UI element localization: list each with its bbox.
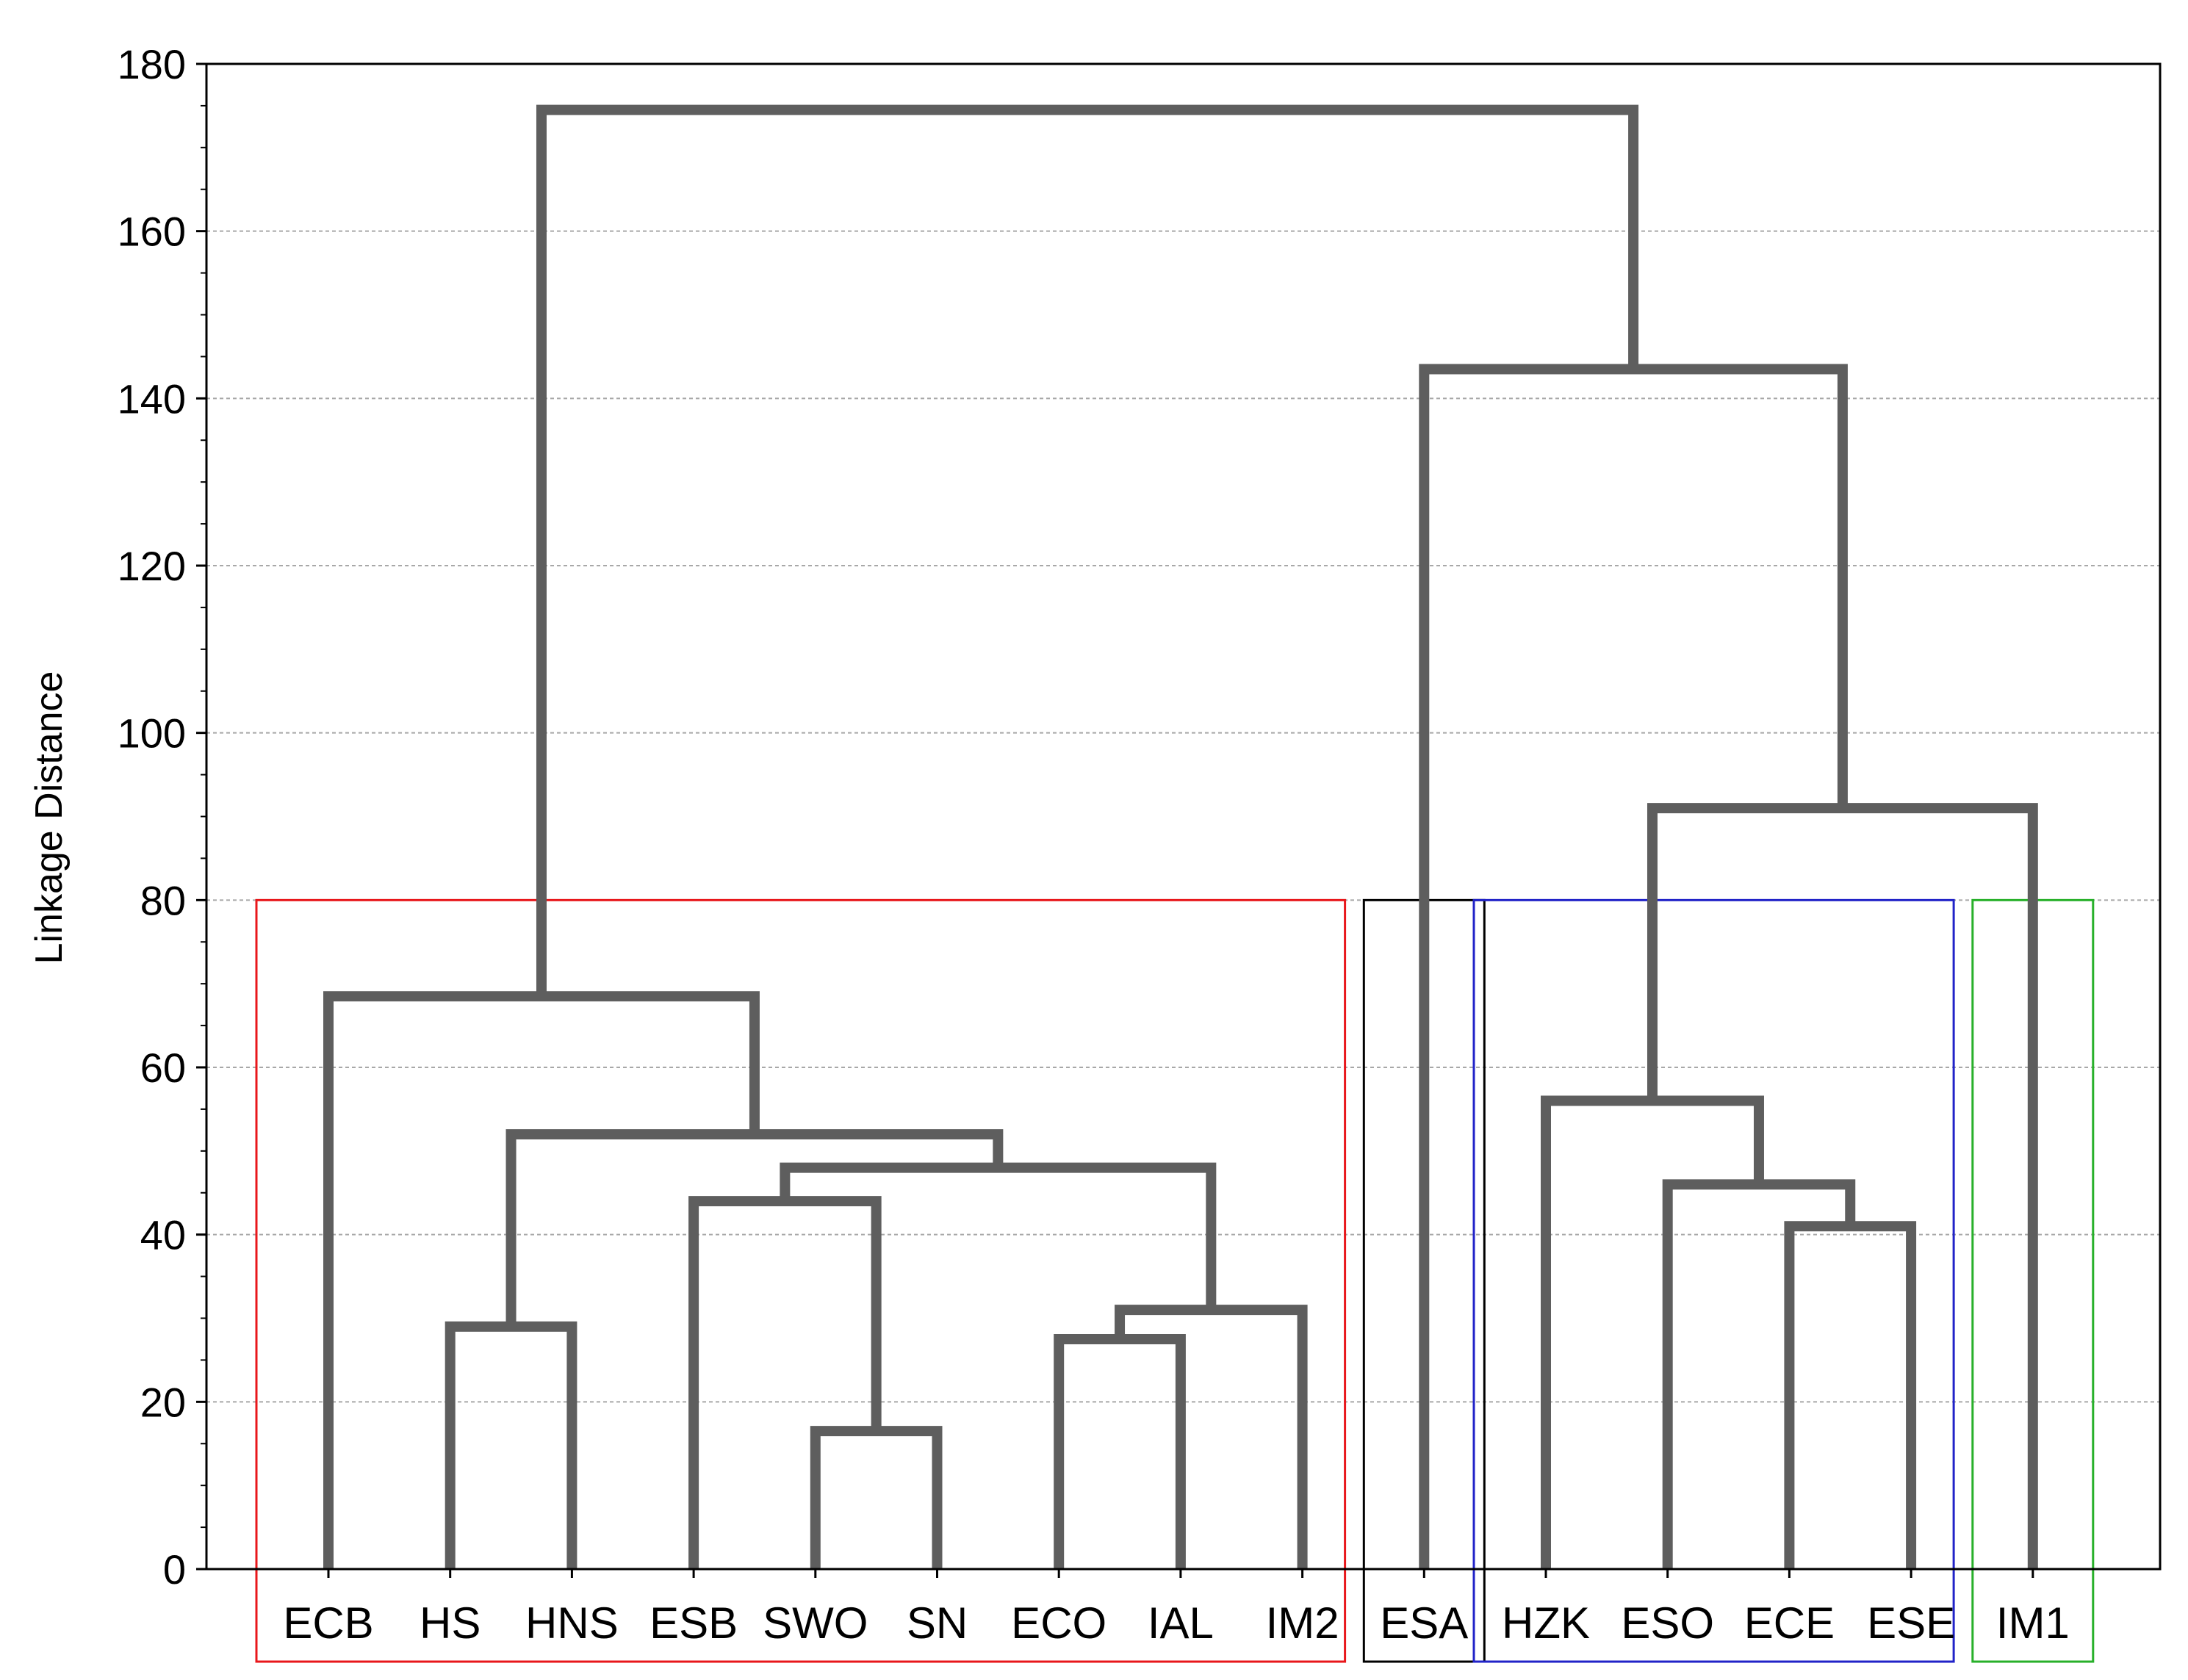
y-tick-label-20: 20	[140, 1379, 186, 1425]
y-tick-label-0: 0	[163, 1546, 186, 1593]
leaf-label-hs: HS	[420, 1598, 481, 1648]
leaf-label-swo: SWO	[763, 1598, 868, 1648]
dendrogram-link-c6	[688, 1196, 882, 1569]
dendrogram-link-c2	[1054, 1333, 1186, 1569]
cluster-box-3	[1472, 898, 1955, 1663]
y-tick-label-80: 80	[140, 877, 186, 923]
leaf-label-esa: ESA	[1380, 1598, 1468, 1648]
y-tick-label-60: 60	[140, 1045, 186, 1091]
leaf-label-eco: ECO	[1011, 1598, 1106, 1648]
leaf-label-hns: HNS	[525, 1598, 619, 1648]
leaf-label-ese: ESE	[1867, 1598, 1955, 1648]
leaf-label-sn: SN	[907, 1598, 968, 1648]
leaf-label-ecb: ECB	[283, 1598, 373, 1648]
cluster-boxes	[255, 898, 2095, 1663]
y-tick-label-100: 100	[118, 710, 186, 757]
dendrogram-link-c1	[810, 1426, 943, 1569]
dendrogram-link-c7	[1662, 1179, 1856, 1569]
leaf-label-ial: IAL	[1148, 1598, 1214, 1648]
dendrogram-link-c10	[1541, 1095, 1764, 1569]
y-tick-label-140: 140	[118, 375, 186, 422]
dendrogram-link-c5	[1784, 1221, 1917, 1569]
x-axis-leaf-labels: ECB HS HNS ESB SWO SN ECO IAL IM2 ESA HZK ESO ECE ESE…	[283, 1598, 2070, 1648]
dendrogram-link-c13	[1419, 364, 1848, 1569]
leaf-label-im1: IM1	[1996, 1598, 2070, 1648]
leaf-label-ece: ECE	[1744, 1598, 1835, 1648]
y-tick-label-40: 40	[140, 1212, 186, 1258]
dendrogram-link-c3	[445, 1321, 577, 1569]
dendrogram-link-c12	[1647, 803, 2038, 1569]
dendrogram-link-c8	[780, 1162, 1217, 1311]
leaf-label-eso: ESO	[1621, 1598, 1714, 1648]
dendrogram-branches	[323, 104, 2038, 1569]
y-axis-ticks: 0 20 40 60 80 100 120 140 160 180	[118, 41, 2034, 1593]
leaf-label-im2: IM2	[1266, 1598, 1339, 1648]
cluster-box-1	[255, 898, 1347, 1663]
dendrogram-link-c14	[536, 104, 1639, 997]
y-axis-title: Linkage Distance	[28, 671, 71, 965]
dendrogram-link-c4	[1115, 1305, 1308, 1569]
leaf-label-hzk: HZK	[1502, 1598, 1590, 1648]
y-tick-label-180: 180	[118, 41, 186, 87]
y-tick-label-120: 120	[118, 543, 186, 589]
dendrogram-link-c9	[505, 1129, 1004, 1327]
y-tick-label-160: 160	[118, 209, 186, 255]
leaf-label-esb: ESB	[649, 1598, 738, 1648]
